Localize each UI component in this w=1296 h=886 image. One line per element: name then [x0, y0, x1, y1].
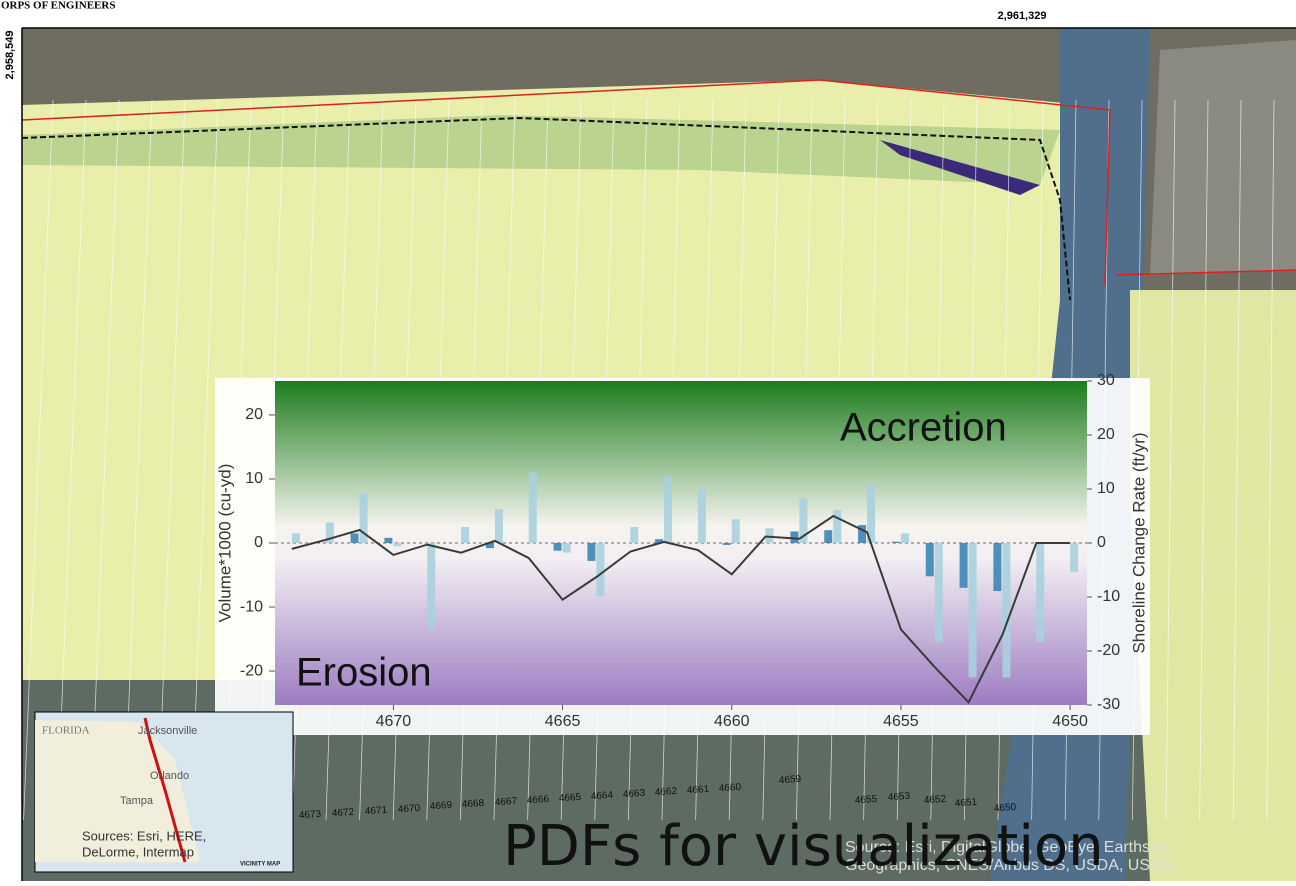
- transect-label: 4668: [462, 798, 485, 811]
- transect-label: 4652: [924, 794, 947, 807]
- city: Tampa: [120, 795, 154, 807]
- vicinity-title: VICINITY MAP: [240, 862, 280, 868]
- bar: [993, 543, 1001, 591]
- x-tick-label: 4655: [883, 713, 919, 730]
- map-figure: CORPS OF ENGINEERS 2,958,549 2,961,329 2…: [0, 0, 1296, 881]
- bar: [587, 543, 595, 561]
- transect-label: 4669: [430, 800, 453, 813]
- city: Jacksonville: [138, 725, 197, 737]
- bar: [292, 533, 300, 543]
- bar: [529, 473, 537, 543]
- bar: [892, 542, 900, 543]
- bar: [630, 527, 638, 543]
- bar: [833, 510, 841, 543]
- state-label: FLORIDA: [42, 725, 90, 737]
- x-tick-label: 4670: [376, 713, 412, 730]
- transect-label: 4662: [655, 786, 678, 799]
- annotation: Accretion: [840, 406, 1007, 450]
- x-tick-label: 4650: [1052, 713, 1088, 730]
- transect-label: 4659: [779, 774, 802, 787]
- x-tick-label: 4665: [545, 713, 581, 730]
- bar: [1070, 543, 1078, 572]
- annotation: Erosion: [296, 651, 432, 695]
- town: [1150, 40, 1296, 275]
- page: CORPS OF ENGINEERS 2,958,549 2,961,329 2…: [0, 0, 1296, 881]
- y2-axis-label: Shoreline Change Rate (ft/yr): [1129, 432, 1148, 653]
- bar: [1002, 543, 1010, 677]
- x-tick-label: 4660: [714, 713, 750, 730]
- bar: [732, 519, 740, 543]
- agency: CORPS OF ENGINEERS: [0, 0, 115, 12]
- bar: [1036, 543, 1044, 642]
- bar: [723, 543, 731, 545]
- bar: [563, 543, 571, 553]
- y-axis-label: Volume*1000 (cu-yd): [215, 464, 234, 623]
- transect-label: 4665: [559, 792, 582, 805]
- transect-label: 4664: [591, 790, 614, 803]
- y-tick-label: -10: [240, 598, 263, 615]
- transect-label: 4653: [888, 791, 911, 804]
- y2-tick-label: 20: [1097, 426, 1115, 443]
- transect-label: 4663: [623, 788, 646, 801]
- bar: [596, 543, 604, 596]
- transect-label: 4661: [687, 784, 710, 797]
- transect-label: 4672: [332, 807, 355, 820]
- sources: DeLorme, Intermap: [82, 844, 194, 859]
- y-tick-label: -20: [240, 662, 263, 679]
- y2-tick-label: 10: [1097, 480, 1115, 497]
- bar: [664, 476, 672, 543]
- sources: Sources: Esri, HERE,: [82, 828, 206, 843]
- bar: [824, 530, 832, 543]
- easting: 2,961,329: [998, 10, 1047, 22]
- transect-label: 4650: [994, 802, 1017, 815]
- transect-label: 4670: [398, 803, 421, 816]
- transect-label: 4655: [855, 794, 878, 807]
- city: Orlando: [150, 770, 189, 782]
- caption: PDFs for visualization: [503, 814, 1104, 879]
- bar: [384, 538, 392, 543]
- transect-label: 4660: [719, 782, 742, 795]
- y2-tick-label: -30: [1097, 696, 1120, 713]
- bar: [461, 527, 469, 543]
- y-tick-label: 0: [254, 534, 263, 551]
- northing: 2,958,549: [4, 31, 16, 80]
- bar: [935, 543, 943, 642]
- transect-label: 4673: [299, 809, 322, 822]
- bar: [901, 533, 909, 543]
- y2-tick-label: -20: [1097, 642, 1120, 659]
- bar: [926, 543, 934, 576]
- transect-label: 4666: [527, 794, 550, 807]
- bar: [698, 489, 706, 543]
- y-tick-label: 10: [245, 470, 263, 487]
- bar: [969, 543, 977, 677]
- y2-tick-label: -10: [1097, 588, 1120, 605]
- bar: [960, 543, 968, 588]
- bar: [554, 543, 562, 551]
- bar: [393, 543, 401, 546]
- bar: [427, 543, 435, 629]
- y2-tick-label: 0: [1097, 534, 1106, 551]
- transect-label: 4671: [365, 805, 388, 818]
- transect-label: 4667: [495, 796, 518, 809]
- transect-label: 4651: [955, 797, 978, 810]
- bar: [495, 509, 503, 543]
- bar: [351, 533, 359, 543]
- y-tick-label: 20: [245, 406, 263, 423]
- y2-tick-label: 30: [1097, 372, 1115, 389]
